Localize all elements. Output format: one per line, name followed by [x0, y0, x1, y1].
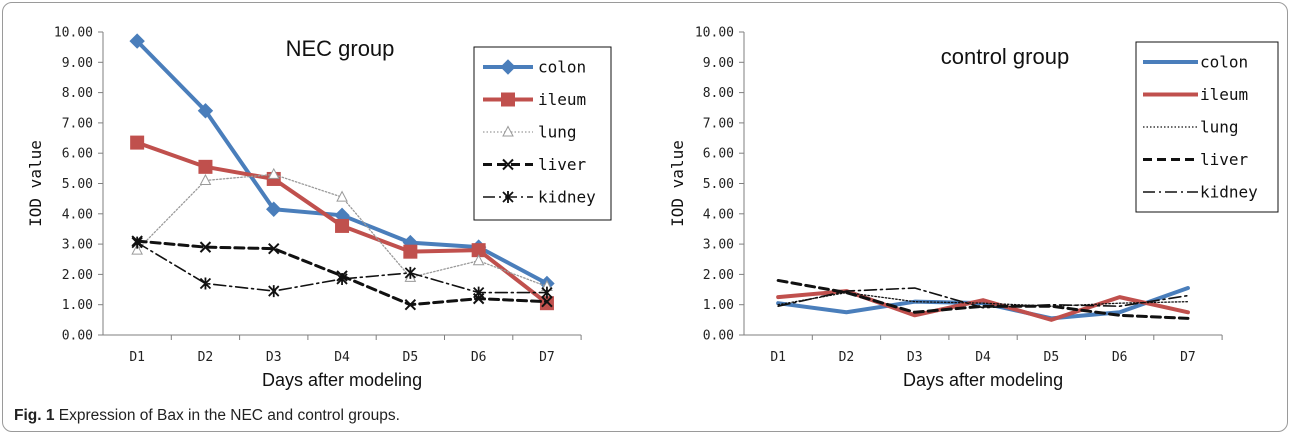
legend-label-liver: liver	[1200, 150, 1249, 169]
y-tick-label: 0.00	[62, 329, 93, 344]
legend-marker-colon	[500, 59, 516, 75]
legend-marker-liver	[502, 158, 514, 171]
data-point-liver	[541, 295, 553, 308]
x-tick-label: D6	[1112, 350, 1128, 365]
caption-text: Expression of Bax in the NEC and control…	[54, 407, 400, 424]
legend-label-ileum: ileum	[1200, 85, 1248, 104]
y-tick-label: 0.00	[703, 329, 734, 344]
x-tick-label: D1	[770, 350, 786, 365]
series-line-liver	[776, 278, 1190, 320]
y-tick-label: 4.00	[62, 207, 93, 222]
legend-label-lung: lung	[1200, 118, 1239, 137]
x-tick-label: D5	[403, 350, 419, 365]
data-point-liver	[404, 298, 417, 311]
x-tick-label: D4	[334, 350, 350, 365]
x-tick-label: D3	[907, 350, 923, 365]
legend-box	[1135, 41, 1279, 213]
chart-2: 0.00 1.00 2.00 3.00 4.00 5.00 6.00 7.00 8.00 9.00…	[668, 26, 1279, 390]
data-point-liver	[199, 241, 212, 253]
data-point-lung	[267, 167, 280, 179]
y-tick-label: 1.00	[703, 298, 734, 313]
data-point-kidney	[473, 286, 485, 299]
x-tick-label: D7	[1180, 350, 1196, 365]
y-tick-label: 3.00	[62, 238, 93, 253]
x-tick-label: D7	[539, 350, 555, 365]
legend-box	[473, 46, 612, 221]
legend-marker-lung	[502, 125, 514, 137]
y-tick-label: 2.00	[62, 268, 93, 283]
legend-label-kidney: kidney	[538, 188, 596, 207]
caption-figure-label: Fig. 1	[14, 407, 55, 424]
data-point-ileum	[335, 218, 350, 233]
data-point-colon	[197, 103, 214, 119]
data-point-ileum	[471, 243, 486, 258]
data-point-ileum	[403, 244, 418, 259]
data-point-lung	[199, 173, 212, 185]
data-point-kidney	[268, 285, 280, 298]
y-tick-label: 5.00	[703, 177, 734, 192]
data-point-ileum	[198, 159, 213, 174]
y-tick-label: 4.00	[703, 207, 734, 222]
figure-caption: Fig. 1 Expression of Bax in the NEC and …	[14, 407, 400, 425]
y-tick-label: 2.00	[703, 268, 734, 283]
data-point-colon	[266, 201, 282, 217]
y-tick-label: 9.00	[62, 56, 93, 71]
x-tick-label: D2	[839, 350, 855, 365]
y-tick-label: 6.00	[703, 147, 734, 162]
chart-title: NEC group	[286, 36, 395, 61]
legend-marker-kidney	[502, 191, 514, 203]
data-point-lung	[336, 190, 348, 202]
x-tick-label: D6	[471, 350, 487, 365]
x-tick-label: D2	[198, 350, 214, 365]
legend-label-colon: colon	[538, 58, 586, 77]
y-tick-label: 8.00	[703, 86, 734, 101]
y-axis-title: IOD value	[668, 140, 687, 227]
chart-1: 0.00 1.00 2.00 3.00 4.00 5.00 6.00 7.00 8.00 9.00…	[26, 26, 612, 390]
y-axis-title: IOD value	[26, 140, 45, 227]
data-point-lung	[131, 243, 143, 255]
legend-label-ileum: ileum	[538, 90, 586, 109]
x-axis-title: Days after modeling	[903, 370, 1063, 390]
y-tick-label: 6.00	[62, 147, 93, 162]
x-axis-title: Days after modeling	[262, 370, 422, 390]
chart-title: control group	[941, 44, 1069, 69]
data-point-kidney	[131, 236, 143, 249]
y-tick-label: 10.00	[695, 26, 734, 41]
series-line-kidney	[777, 287, 1189, 309]
x-tick-label: D5	[1044, 350, 1060, 365]
y-tick-label: 10.00	[54, 26, 93, 41]
legend-marker-ileum	[501, 92, 515, 107]
data-point-lung	[472, 254, 485, 266]
legend-label-colon: colon	[1200, 53, 1248, 72]
legend-label-kidney: kidney	[1200, 183, 1258, 202]
y-tick-label: 9.00	[703, 56, 734, 71]
data-point-kidney	[404, 266, 416, 279]
x-tick-label: D3	[266, 350, 282, 365]
y-tick-label: 7.00	[703, 116, 734, 131]
data-point-liver	[268, 242, 280, 255]
data-point-colon	[129, 33, 145, 49]
y-tick-label: 8.00	[62, 86, 93, 101]
data-point-ileum	[539, 296, 554, 311]
legend-label-liver: liver	[538, 155, 587, 174]
data-point-kidney	[336, 272, 348, 285]
y-tick-label: 5.00	[62, 177, 93, 192]
y-tick-label: 3.00	[703, 238, 734, 253]
data-point-kidney	[541, 286, 553, 299]
x-tick-label: D4	[975, 350, 991, 365]
y-tick-label: 1.00	[62, 298, 93, 313]
data-point-ileum	[130, 135, 145, 150]
data-point-kidney	[199, 277, 212, 290]
y-tick-label: 7.00	[62, 116, 93, 131]
legend-label-lung: lung	[538, 123, 577, 142]
x-tick-label: D1	[129, 350, 145, 365]
